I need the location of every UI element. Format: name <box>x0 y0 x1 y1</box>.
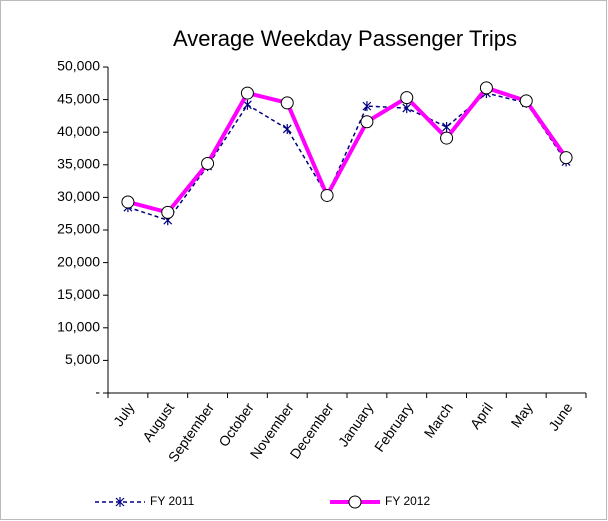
point <box>242 99 252 110</box>
point <box>442 121 452 132</box>
legend-marker <box>348 495 362 509</box>
y-tick-label: 5,000 <box>65 351 100 367</box>
y-tick-label: 10,000 <box>57 319 100 335</box>
y-tick-label: 20,000 <box>57 253 100 269</box>
y-tick-label: 50,000 <box>57 58 100 74</box>
chart-title: Average Weekday Passenger Trips <box>173 26 517 51</box>
legend-label: FY 2012 <box>385 494 430 508</box>
legend-marker <box>115 497 125 507</box>
point <box>559 151 573 165</box>
point <box>362 101 372 112</box>
point <box>360 115 374 129</box>
series-line <box>127 85 568 215</box>
y-tick-label: 30,000 <box>57 188 100 204</box>
point <box>240 86 254 100</box>
point-marker <box>362 101 372 112</box>
series-line <box>127 92 567 222</box>
y-tick-label: 40,000 <box>57 123 100 139</box>
y-tick-label: 25,000 <box>57 221 100 237</box>
point-marker <box>115 497 125 507</box>
point-marker <box>242 99 252 110</box>
point <box>121 195 135 209</box>
point <box>280 96 294 110</box>
point <box>282 123 292 134</box>
point <box>402 103 412 114</box>
point-marker <box>442 121 452 132</box>
point <box>201 156 215 170</box>
y-tick-label: 35,000 <box>57 156 100 172</box>
legend-label: FY 2011 <box>150 494 195 508</box>
y-tick-label: 45,000 <box>57 90 100 106</box>
point <box>161 205 175 219</box>
point <box>400 91 414 105</box>
point-marker <box>402 103 412 114</box>
point <box>440 131 454 145</box>
point <box>320 188 334 202</box>
y-tick-label: - <box>95 384 100 400</box>
y-tick-label: 15,000 <box>57 286 100 302</box>
point-marker <box>282 123 292 134</box>
point <box>479 81 493 95</box>
point <box>519 94 533 108</box>
